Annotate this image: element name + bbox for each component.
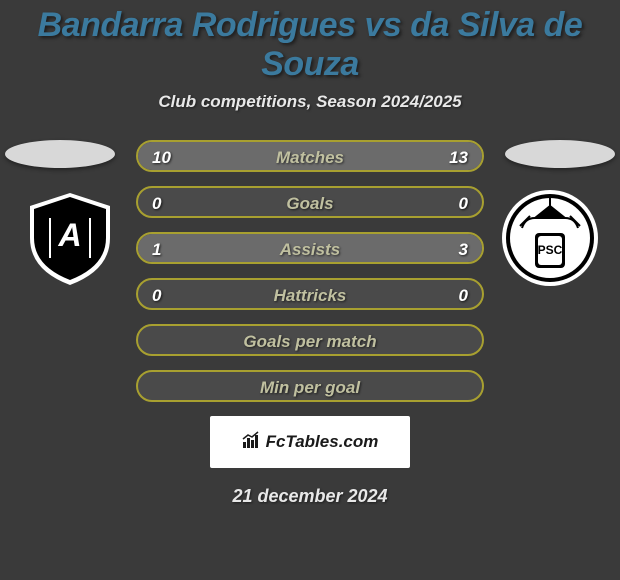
stat-row: Goals0 0 xyxy=(136,186,484,218)
watermark: FcTables.com xyxy=(242,431,379,454)
main-comparison-area: A PSC Matches1013Goals00Assists13Hattric… xyxy=(0,140,620,402)
chart-icon xyxy=(242,431,262,454)
stat-value-left: 0 xyxy=(152,188,161,218)
stat-value-right: 0 xyxy=(459,188,468,218)
team-badge-left: A xyxy=(20,188,120,288)
comparison-subtitle: Club competitions, Season 2024/2025 xyxy=(0,92,620,112)
watermark-text: FcTables.com xyxy=(266,432,379,452)
stat-value-right: 3 xyxy=(459,234,468,264)
player-platform-right xyxy=(505,140,615,168)
stat-value-left: 1 xyxy=(152,234,161,264)
stat-label: Min per goal xyxy=(138,372,482,402)
stat-row: Min per goal xyxy=(136,370,484,402)
stats-bars-container: Matches1013Goals00Assists13Hattricks00Go… xyxy=(136,140,484,402)
stat-value-left: 0 xyxy=(152,280,161,310)
comparison-date: 21 december 2024 xyxy=(0,486,620,507)
stat-label: Goals per match xyxy=(138,326,482,356)
stat-row: Hattricks0 0 xyxy=(136,278,484,310)
stat-label: Assists xyxy=(138,234,482,264)
player-platform-left xyxy=(5,140,115,168)
stat-value-right: 0 xyxy=(459,280,468,310)
stat-value-left: 10 xyxy=(152,142,171,172)
svg-text:A: A xyxy=(57,217,81,253)
stat-value-right: 13 xyxy=(449,142,468,172)
comparison-title: Bandarra Rodrigues vs da Silva de Souza xyxy=(0,0,620,84)
stat-label: Goals xyxy=(138,188,482,218)
watermark-box: FcTables.com xyxy=(210,416,410,468)
stat-row: Matches10 13 xyxy=(136,140,484,172)
stat-row: Assists1 3 xyxy=(136,232,484,264)
stat-label: Matches xyxy=(138,142,482,172)
stat-label: Hattricks xyxy=(138,280,482,310)
stat-row: Goals per match xyxy=(136,324,484,356)
team-badge-right: PSC xyxy=(500,188,600,288)
svg-text:PSC: PSC xyxy=(538,243,563,257)
